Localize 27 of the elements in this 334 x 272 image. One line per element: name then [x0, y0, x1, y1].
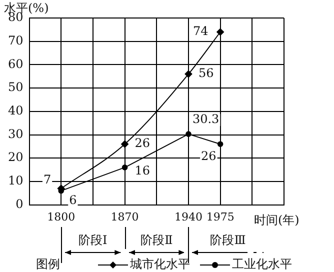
text: 阶段Ⅰ: [78, 232, 108, 249]
data-label: 6: [69, 192, 77, 207]
text: 阶段Ⅲ: [210, 232, 246, 249]
x-axis-title: 时间(年): [254, 212, 300, 229]
y-tick-label: 30: [8, 126, 24, 141]
y-tick-label: 40: [8, 104, 24, 118]
data-label: 74: [193, 24, 209, 38]
y-tick-label: 50: [8, 80, 24, 94]
data-label: 26: [134, 136, 150, 150]
text: 阶段Ⅱ: [140, 232, 173, 249]
legend-label: 工业化水平: [232, 256, 292, 272]
x-tick-label: 1975: [206, 210, 234, 224]
data-label: 16: [134, 164, 150, 178]
x-tick-label: 1940: [174, 210, 202, 224]
data-label: 7: [43, 172, 52, 187]
y-tick-label: 10: [8, 174, 24, 188]
legend-title: 图例: [36, 256, 60, 272]
y-tick-label: 70: [8, 33, 24, 48]
y-tick-label: 60: [8, 56, 24, 71]
y-tick-label: 0: [16, 196, 24, 211]
x-tick-label: 1800: [47, 210, 76, 224]
legend-label: 城市化水平: [130, 256, 190, 272]
data-label: 30.3: [192, 112, 220, 126]
y-tick-label: 20: [8, 150, 24, 164]
data-label: 56: [198, 66, 214, 80]
x-tick-label: 1870: [110, 210, 139, 224]
data-label: 26: [201, 149, 216, 164]
